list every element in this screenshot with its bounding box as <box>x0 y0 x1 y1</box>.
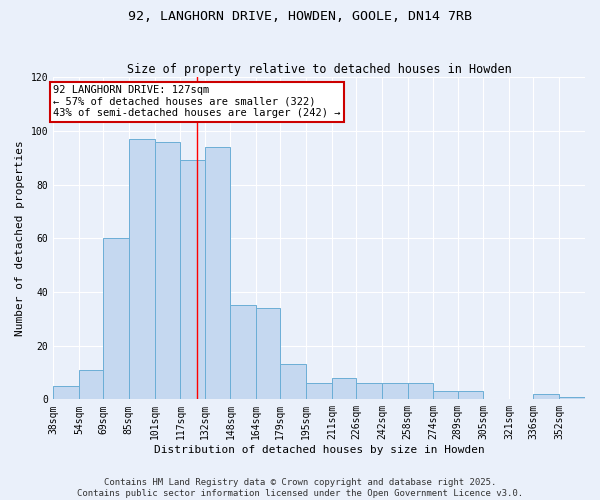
Bar <box>205 147 230 400</box>
Bar <box>356 383 382 400</box>
Bar <box>181 160 205 400</box>
Y-axis label: Number of detached properties: Number of detached properties <box>15 140 25 336</box>
Bar <box>53 386 79 400</box>
Bar <box>103 238 129 400</box>
Bar <box>129 139 155 400</box>
Text: Contains HM Land Registry data © Crown copyright and database right 2025.
Contai: Contains HM Land Registry data © Crown c… <box>77 478 523 498</box>
Bar <box>79 370 103 400</box>
Bar <box>332 378 356 400</box>
Bar <box>433 392 458 400</box>
Bar <box>533 394 559 400</box>
Bar <box>230 306 256 400</box>
X-axis label: Distribution of detached houses by size in Howden: Distribution of detached houses by size … <box>154 445 484 455</box>
Bar <box>559 396 585 400</box>
Bar <box>280 364 306 400</box>
Bar <box>155 142 181 400</box>
Bar <box>458 392 484 400</box>
Bar <box>256 308 280 400</box>
Title: Size of property relative to detached houses in Howden: Size of property relative to detached ho… <box>127 63 511 76</box>
Bar <box>306 383 332 400</box>
Bar <box>407 383 433 400</box>
Bar <box>382 383 407 400</box>
Text: 92 LANGHORN DRIVE: 127sqm
← 57% of detached houses are smaller (322)
43% of semi: 92 LANGHORN DRIVE: 127sqm ← 57% of detac… <box>53 85 341 118</box>
Text: 92, LANGHORN DRIVE, HOWDEN, GOOLE, DN14 7RB: 92, LANGHORN DRIVE, HOWDEN, GOOLE, DN14 … <box>128 10 472 23</box>
